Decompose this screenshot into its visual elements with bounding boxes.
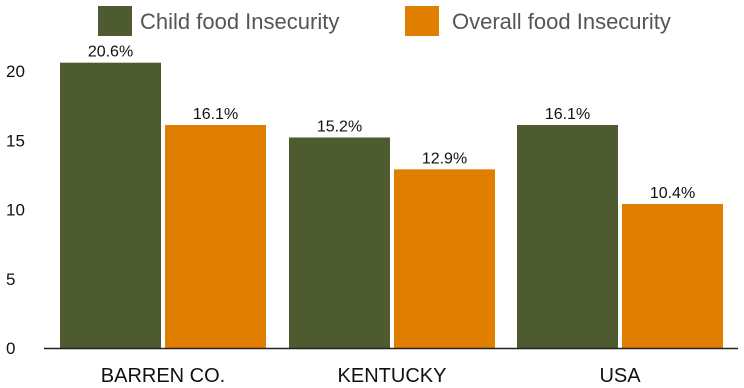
legend-swatch-child-food-insecurity [98, 6, 132, 36]
data-label-barren-co-overall-food-insecurity: 16.1% [193, 106, 238, 123]
data-label-kentucky-child-food-insecurity: 15.2% [317, 118, 362, 135]
data-label-kentucky-overall-food-insecurity: 12.9% [422, 150, 467, 167]
y-tick-label-20: 20 [6, 62, 25, 81]
bar-kentucky-child-food-insecurity [289, 137, 390, 348]
bar-barren-co-overall-food-insecurity [165, 125, 266, 348]
x-category-label-usa: USA [599, 365, 641, 387]
y-tick-label-0: 0 [6, 339, 15, 358]
y-tick-label-15: 15 [6, 131, 25, 150]
bar-barren-co-child-food-insecurity [60, 62, 161, 348]
x-category-label-barren-co: BARREN CO. [101, 365, 225, 387]
x-category-label-kentucky: KENTUCKY [338, 365, 447, 387]
bar-usa-overall-food-insecurity [622, 203, 723, 348]
y-tick-label-5: 5 [6, 270, 15, 289]
bar-usa-child-food-insecurity [517, 125, 618, 348]
legend-swatch-overall-food-insecurity [405, 6, 439, 36]
y-tick-label-10: 10 [6, 201, 25, 220]
data-label-usa-child-food-insecurity: 16.1% [545, 106, 590, 123]
bar-kentucky-overall-food-insecurity [394, 169, 495, 348]
legend-label-overall-food-insecurity: Overall food Insecurity [452, 9, 671, 34]
data-label-usa-overall-food-insecurity: 10.4% [650, 185, 695, 202]
data-label-barren-co-child-food-insecurity: 20.6% [88, 44, 133, 61]
legend-label-child-food-insecurity: Child food Insecurity [140, 9, 339, 34]
